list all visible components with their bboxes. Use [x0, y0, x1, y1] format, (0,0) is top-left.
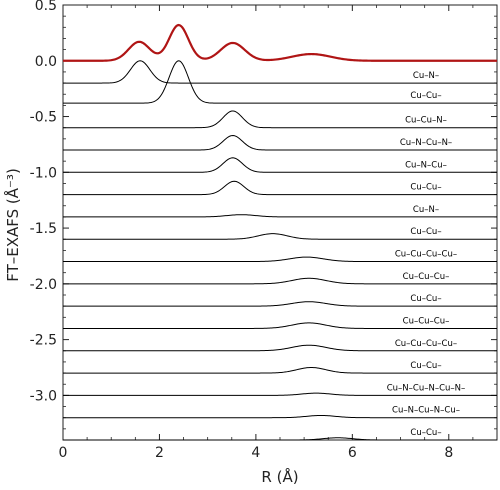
path-series-line [63, 301, 497, 307]
y-axis-title: FT–EXAFS (Å⁻³) [3, 168, 22, 282]
path-series-line [63, 233, 497, 240]
path-series-label: Cu–N–Cu–N–Cu– [392, 406, 460, 416]
path-series-line [63, 392, 497, 396]
path-series-line [63, 414, 497, 419]
path-series-line [63, 60, 497, 84]
path-series-label: Cu–Cu– [410, 227, 441, 237]
path-series-label: Cu–Cu–Cu–Cu– [395, 339, 457, 349]
x-tick-label: 8 [444, 445, 453, 461]
series-layer [63, 23, 497, 441]
path-series-label: Cu–Cu–Cu– [403, 272, 450, 282]
path-series-label: Cu–N–Cu– [405, 160, 447, 170]
path-series-label: Cu–N– [413, 71, 439, 81]
path-series-label: Cu–Cu–Cu– [403, 316, 450, 326]
path-series-label: Cu–Cu–N– [405, 116, 447, 126]
path-series-line [63, 110, 497, 129]
path-series-line [63, 344, 497, 352]
x-tick-label: 4 [251, 445, 260, 461]
path-series-label: Cu–N–Cu–N– [400, 138, 452, 148]
path-series-line [63, 214, 497, 218]
path-series-line [63, 256, 497, 263]
path-series-label: Cu–Cu– [410, 428, 441, 438]
total-series-line [63, 23, 497, 62]
path-series-line [63, 437, 497, 441]
path-series-line [63, 277, 497, 285]
path-series-label: Cu–N– [413, 205, 439, 215]
path-series-label: Cu–Cu–Cu–Cu– [395, 250, 457, 260]
path-series-label: Cu–Cu– [410, 294, 441, 304]
path-series-label: Cu–Cu– [410, 183, 441, 193]
path-series-label: Cu–N–Cu–N–Cu–N– [387, 383, 466, 393]
x-tick-label: 6 [348, 445, 357, 461]
path-series-line [63, 157, 497, 173]
x-axis-title: R (Å) [261, 467, 298, 486]
y-tick-label: -2.5 [30, 333, 57, 349]
x-tick-label: 0 [59, 445, 68, 461]
label-layer: Cu–N–Cu–Cu–Cu–Cu–N–Cu–N–Cu–N–Cu–N–Cu–Cu–… [387, 71, 466, 438]
path-series-line [63, 366, 497, 374]
path-series-line [63, 322, 497, 329]
y-tick-label: -3.0 [30, 388, 57, 404]
y-tick-label: -1.0 [30, 165, 57, 181]
path-series-label: Cu–Cu– [410, 361, 441, 371]
path-series-line [63, 180, 497, 196]
y-tick-label: -2.0 [30, 277, 57, 293]
y-tick-label: 0.5 [35, 0, 57, 14]
y-tick-label: -1.5 [30, 221, 57, 237]
path-series-line [63, 134, 497, 151]
x-tick-label: 2 [155, 445, 164, 461]
path-series-line [63, 60, 497, 104]
path-series-label: Cu–Cu– [410, 91, 441, 101]
y-tick-label: 0.0 [35, 54, 57, 70]
y-tick-label: -0.5 [30, 110, 57, 126]
